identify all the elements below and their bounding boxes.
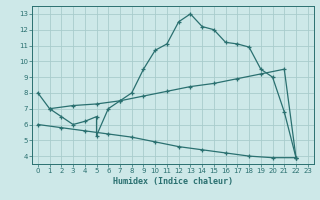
- X-axis label: Humidex (Indice chaleur): Humidex (Indice chaleur): [113, 177, 233, 186]
